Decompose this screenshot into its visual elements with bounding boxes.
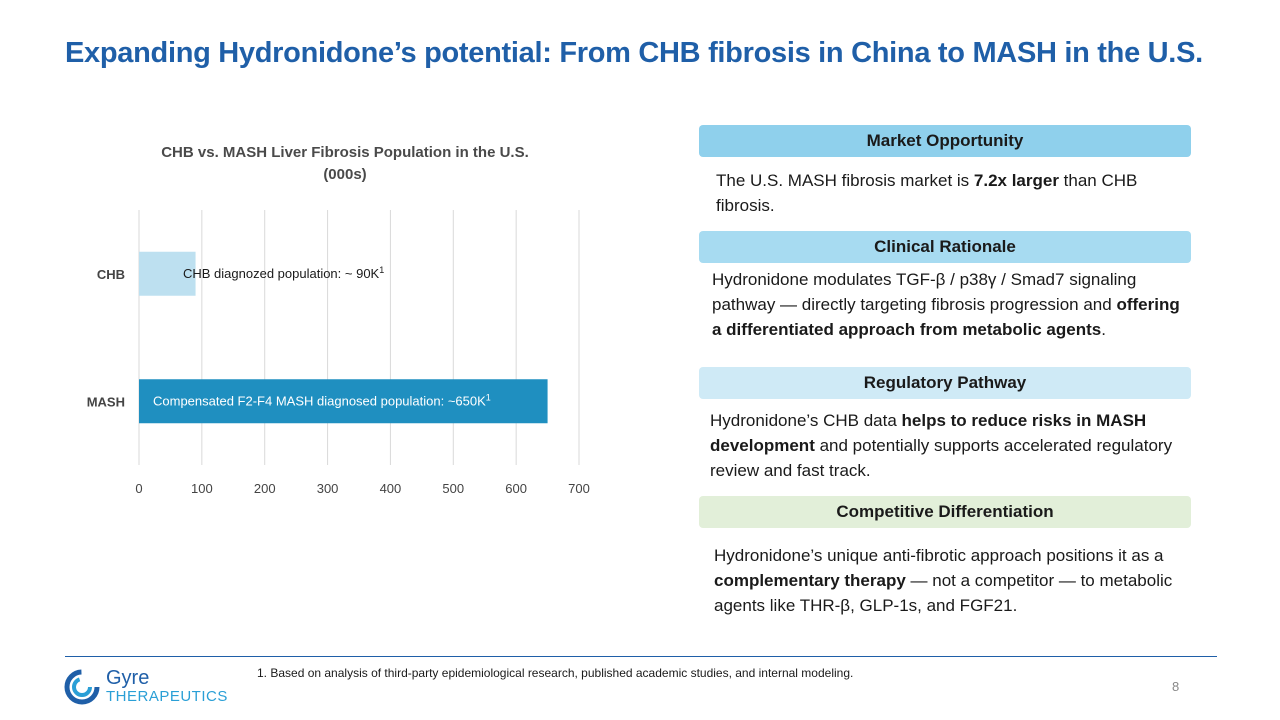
footnote-marker: 1: [379, 265, 384, 275]
competitive-differentiation-header: Competitive Differentiation: [699, 496, 1191, 528]
chart-title: CHB vs. MASH Liver Fibrosis Population i…: [135, 142, 555, 186]
chart-title-line1: CHB vs. MASH Liver Fibrosis Population i…: [161, 144, 529, 161]
x-tick-label: 400: [380, 481, 402, 496]
category-label-mash: MASH: [87, 394, 125, 409]
regulatory-pathway-header: Regulatory Pathway: [699, 367, 1191, 399]
clinical-rationale-text: Hydronidone modulates TGF-β / p38γ / Sma…: [712, 270, 1180, 339]
chart-y-axis: CHB MASH: [87, 267, 125, 410]
regulatory-pathway-text: Hydronidone’s CHB data helps to reduce r…: [710, 411, 1173, 480]
footnote-marker: 1: [486, 392, 491, 402]
bar-chart: CHB diagnozed population: ~ 90K1 Compensa…: [87, 210, 590, 496]
category-label-chb: CHB: [97, 267, 125, 282]
chart-title-line2: (000s): [323, 166, 367, 183]
footnote: 1. Based on analysis of third-party epid…: [257, 666, 854, 680]
logo-subtitle: THERAPEUTICS: [106, 688, 228, 705]
x-tick-label: 100: [191, 481, 213, 496]
market-opportunity-text: The U.S. MASH fibrosis market is 7.2x la…: [716, 171, 1138, 215]
company-logo: Gyre THERAPEUTICS: [64, 667, 244, 707]
gyre-swirl-icon: [64, 669, 100, 705]
x-tick-label: 700: [568, 481, 590, 496]
footer-divider: [65, 656, 1217, 657]
chart-gridlines: [138, 210, 580, 465]
bar-chb: [139, 251, 196, 296]
market-opportunity-header: Market Opportunity: [699, 125, 1191, 157]
bar-mash: [139, 379, 548, 424]
x-tick-label: 500: [442, 481, 464, 496]
clinical-rationale-header: Clinical Rationale: [699, 231, 1191, 263]
x-tick-label: 300: [317, 481, 339, 496]
chart-x-axis: 0 100 200 300 400 500 600 700: [135, 481, 589, 496]
page-number: 8: [1172, 679, 1180, 694]
x-tick-label: 0: [135, 481, 142, 496]
slide-title: Expanding Hydronidone’s potential: From …: [65, 37, 1203, 69]
data-label-chb: CHB diagnozed population: ~ 90K1: [183, 265, 384, 281]
chart-bars: CHB diagnozed population: ~ 90K1 Compensa…: [139, 251, 548, 424]
logo-name: Gyre: [106, 667, 150, 689]
x-tick-label: 200: [254, 481, 276, 496]
data-label-mash: Compensated F2-F4 MASH diagnosed populat…: [153, 392, 491, 408]
x-tick-label: 600: [505, 481, 527, 496]
competitive-differentiation-text: Hydronidone’s unique anti-fibrotic appro…: [714, 546, 1173, 615]
